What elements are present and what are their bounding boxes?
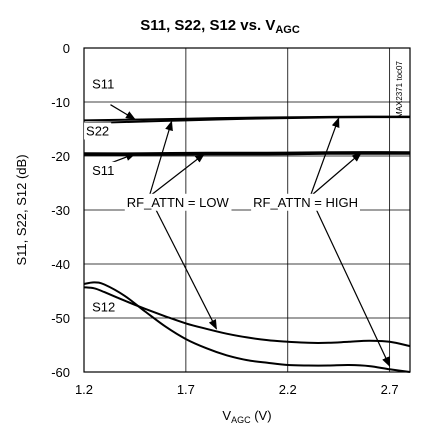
x-tick-label: 1.7	[177, 382, 195, 397]
series-line-4	[83, 152, 410, 156]
annotation: S22	[84, 122, 112, 140]
annotation: RF_ATTN = LOW	[124, 193, 232, 211]
annotation-label: RF_ATTN = HIGH	[253, 195, 358, 210]
x-tick-label: 1.2	[75, 382, 93, 397]
annotation-label: S12	[92, 300, 115, 315]
arrows	[110, 104, 391, 367]
annotation-arrow	[110, 104, 136, 120]
annotation-arrow	[309, 117, 340, 197]
annotation-arrow	[148, 120, 173, 197]
series-lines	[83, 115, 411, 373]
series-line-3	[83, 151, 411, 155]
series-line-2	[83, 116, 411, 125]
chart-title: S11, S22, S12 vs. VAGC	[140, 17, 300, 36]
figure-code: MAX2371 toc07	[395, 61, 404, 118]
annotation-label: S22	[86, 123, 109, 138]
annotation: RF_ATTN = HIGH	[251, 193, 360, 211]
plot-frame	[83, 47, 411, 373]
annotation: S12	[90, 298, 118, 316]
annotation: S11	[90, 75, 117, 93]
series-line-5	[83, 286, 411, 348]
annotation-label: S11	[92, 77, 114, 92]
annotation-label: RF_ATTN = LOW	[127, 195, 230, 210]
x-tick-labels: 1.2 1.7 2.2 2.7	[75, 382, 399, 397]
annotation-arrow	[148, 153, 206, 197]
y-tick-label: -60	[51, 365, 70, 380]
annotation-arrow	[148, 196, 217, 330]
annotations: S11 S22 S11 S12 RF_ATTN = LOW RF_ATTN = HIGH	[84, 75, 360, 316]
y-axis-label: S11, S22, S12 (dB)	[14, 154, 29, 265]
y-tick-label: 0	[63, 41, 70, 56]
x-tick-label: 2.2	[279, 382, 297, 397]
y-tick-label: -40	[51, 257, 70, 272]
y-tick-label: -50	[51, 311, 70, 326]
annotation-label: S11	[92, 163, 114, 178]
annotation: S11	[90, 161, 117, 179]
x-tick-label: 2.7	[381, 382, 399, 397]
y-tick-label: -30	[51, 203, 70, 218]
series-line-6	[83, 281, 411, 373]
x-axis-label: VAGC (V)	[222, 408, 271, 425]
annotation-arrow	[110, 153, 136, 164]
annotation-arrow	[309, 196, 391, 367]
y-tick-label: -20	[51, 149, 70, 164]
y-tick-labels: 0 -10 -20 -30 -40 -50 -60	[51, 41, 70, 380]
y-tick-label: -10	[51, 95, 70, 110]
annotation-arrow	[309, 152, 362, 197]
